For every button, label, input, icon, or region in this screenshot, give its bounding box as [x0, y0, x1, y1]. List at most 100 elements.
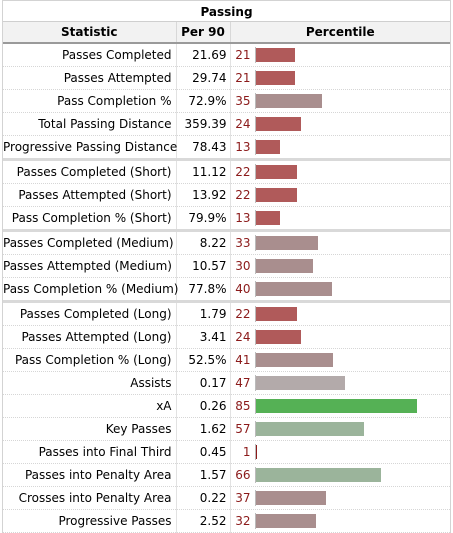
- stat-name: Passes Attempted (Long): [3, 325, 177, 349]
- header-percentile[interactable]: Percentile: [230, 22, 450, 44]
- bar-axis: [254, 70, 256, 86]
- bar-axis: [254, 258, 256, 274]
- per90-value: 79.9%: [176, 206, 231, 231]
- header-per90[interactable]: Per 90: [176, 22, 231, 44]
- per90-value: 1.79: [176, 300, 231, 326]
- percentile-bar-track: [255, 376, 421, 390]
- stat-name: Passes Completed (Medium): [3, 229, 177, 255]
- percentile-cell: 40: [230, 277, 450, 302]
- stat-name: Passes Completed: [3, 43, 177, 67]
- percentile-value: 41: [235, 353, 251, 368]
- table-row: Pass Completion % (Short) 79.9% 13: [3, 206, 450, 231]
- percentile-cell: 24: [230, 325, 450, 349]
- bar-axis: [254, 467, 256, 483]
- table-row: Progressive Passing Distance 78.43 13: [3, 135, 450, 160]
- percentile-cell: 85: [230, 394, 450, 418]
- per90-value: 21.69: [176, 43, 231, 67]
- table-row: Pass Completion % 72.9% 35: [3, 89, 450, 113]
- percentile-value: 32: [235, 514, 251, 529]
- table-row: Progressive Passes 2.52 32: [3, 509, 450, 533]
- percentile-value: 57: [235, 422, 251, 437]
- percentile-bar-track: [255, 422, 421, 436]
- percentile-value: 47: [235, 376, 251, 391]
- percentile-bar: [255, 165, 298, 179]
- percentile-cell: 37: [230, 486, 450, 510]
- percentile-value: 22: [235, 188, 251, 203]
- bar-axis: [254, 375, 256, 391]
- bar-axis: [254, 47, 256, 63]
- percentile-bar: [255, 94, 322, 108]
- stat-name: Passes Completed (Short): [3, 158, 177, 184]
- stat-name: Crosses into Penalty Area: [3, 486, 177, 510]
- table-row: Passes Completed (Medium) 8.22 33: [3, 229, 450, 255]
- per90-value: 359.39: [176, 112, 231, 136]
- percentile-value: 30: [235, 259, 251, 274]
- percentile-value: 40: [235, 282, 251, 297]
- table-row: Assists 0.17 47: [3, 371, 450, 395]
- table-row: Passes Attempted (Long) 3.41 24: [3, 325, 450, 349]
- percentile-bar-track: [255, 71, 421, 85]
- table-row: Passes Completed (Short) 11.12 22: [3, 158, 450, 184]
- per90-value: 0.22: [176, 486, 231, 510]
- stat-name: Total Passing Distance: [3, 112, 177, 136]
- bar-axis: [254, 139, 256, 155]
- percentile-cell: 35: [230, 89, 450, 113]
- percentile-bar: [255, 330, 302, 344]
- bar-axis: [254, 421, 256, 437]
- header-statistic[interactable]: Statistic: [3, 22, 177, 44]
- percentile-value: 13: [235, 211, 251, 226]
- stat-name: Passes Completed (Long): [3, 300, 177, 326]
- percentile-bar-track: [255, 165, 421, 179]
- per90-value: 78.43: [176, 135, 231, 160]
- percentile-cell: 33: [230, 229, 450, 255]
- percentile-cell: 13: [230, 206, 450, 231]
- stat-name: Passes into Penalty Area: [3, 463, 177, 487]
- percentile-cell: 24: [230, 112, 450, 136]
- table-row: Passes into Final Third 0.45 1: [3, 440, 450, 464]
- percentile-cell: 32: [230, 509, 450, 533]
- per90-value: 8.22: [176, 229, 231, 255]
- stat-name: Assists: [3, 371, 177, 395]
- percentile-cell: 30: [230, 254, 450, 278]
- stat-name: Progressive Passes: [3, 509, 177, 533]
- per90-value: 11.12: [176, 158, 231, 184]
- percentile-cell: 47: [230, 371, 450, 395]
- percentile-bar: [255, 468, 381, 482]
- percentile-bar-track: [255, 514, 421, 528]
- percentile-value: 22: [235, 307, 251, 322]
- percentile-bar: [255, 445, 257, 459]
- bar-axis: [254, 281, 256, 297]
- per90-value: 29.74: [176, 66, 231, 90]
- percentile-bar-track: [255, 236, 421, 250]
- percentile-bar-track: [255, 94, 421, 108]
- per90-value: 10.57: [176, 254, 231, 278]
- percentile-bar: [255, 491, 326, 505]
- stat-name: xA: [3, 394, 177, 418]
- percentile-bar: [255, 188, 298, 202]
- percentile-value: 13: [235, 140, 251, 155]
- percentile-cell: 1: [230, 440, 450, 464]
- bar-axis: [254, 352, 256, 368]
- percentile-bar: [255, 140, 281, 154]
- table-row: Passes Attempted (Short) 13.92 22: [3, 183, 450, 207]
- stat-name: Passes Attempted (Medium): [3, 254, 177, 278]
- per90-value: 13.92: [176, 183, 231, 207]
- percentile-bar: [255, 376, 345, 390]
- table-row: Crosses into Penalty Area 0.22 37: [3, 486, 450, 510]
- percentile-value: 21: [235, 48, 251, 63]
- table-caption: Passing: [3, 0, 450, 22]
- percentile-bar-track: [255, 140, 421, 154]
- percentile-cell: 13: [230, 135, 450, 160]
- percentile-cell: 22: [230, 158, 450, 184]
- percentile-bar-track: [255, 399, 421, 413]
- percentile-value: 37: [235, 491, 251, 506]
- percentile-cell: 22: [230, 300, 450, 326]
- table-row: Passes into Penalty Area 1.57 66: [3, 463, 450, 487]
- per90-value: 2.52: [176, 509, 231, 533]
- percentile-bar: [255, 236, 319, 250]
- table-row: Key Passes 1.62 57: [3, 417, 450, 441]
- percentile-bar: [255, 259, 313, 273]
- percentile-value: 33: [235, 236, 251, 251]
- bar-axis: [254, 444, 256, 460]
